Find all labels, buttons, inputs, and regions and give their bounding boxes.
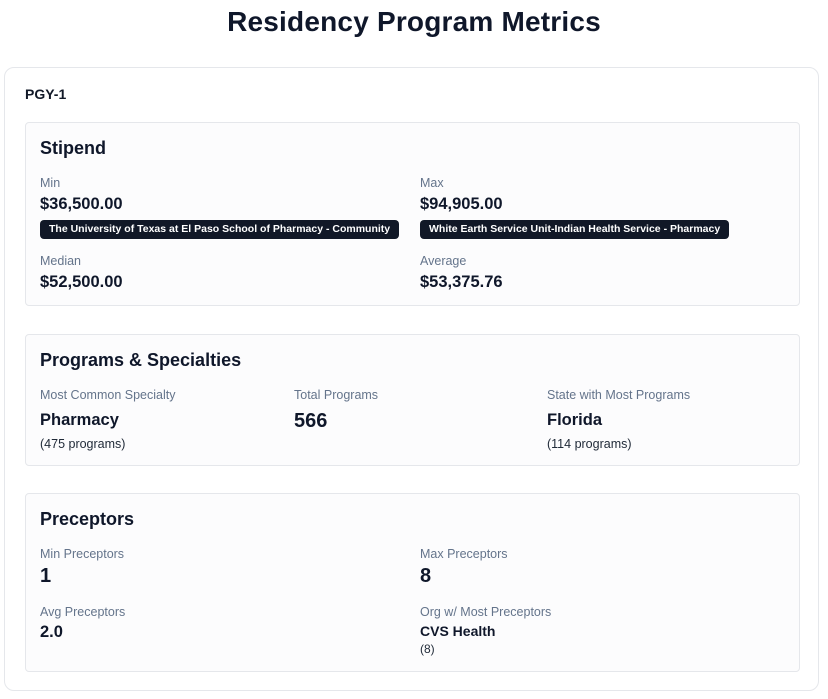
total-programs: Total Programs 566 bbox=[294, 387, 378, 434]
min-preceptors-label: Min Preceptors bbox=[40, 547, 125, 561]
min-preceptors-value: 1 bbox=[40, 565, 52, 587]
stipend-average: Average $53,375.76 bbox=[420, 253, 503, 293]
most-common-specialty: Most Common Specialty Pharmacy (475 prog… bbox=[40, 387, 175, 452]
page-title: Residency Program Metrics bbox=[227, 6, 601, 37]
state-most-programs: State with Most Programs Florida (114 pr… bbox=[547, 387, 690, 452]
state-most-programs-value: Florida bbox=[547, 411, 603, 429]
avg-preceptors-value: 2.0 bbox=[40, 623, 63, 641]
state-most-programs-count: (114 programs) bbox=[547, 437, 632, 451]
stipend-max-value: $94,905.00 bbox=[420, 195, 503, 213]
programs-section: Programs & Specialties Most Common Speci… bbox=[25, 334, 800, 466]
stipend-min-program-badge: The University of Texas at El Paso Schoo… bbox=[40, 220, 400, 239]
stipend-median-value: $52,500.00 bbox=[40, 273, 123, 291]
org-most-preceptors-value: CVS Health bbox=[420, 623, 496, 639]
preceptors-section: Preceptors Min Preceptors 1 Max Precepto… bbox=[25, 493, 800, 672]
avg-preceptors: Avg Preceptors 2.0 bbox=[40, 604, 125, 643]
avg-preceptors-label: Avg Preceptors bbox=[40, 605, 126, 619]
stipend-min-label: Min bbox=[40, 176, 61, 190]
total-programs-value: 566 bbox=[294, 410, 328, 432]
stipend-max: Max $94,905.00 White Earth Service Unit-… bbox=[420, 175, 730, 239]
programs-title: Programs & Specialties bbox=[40, 350, 242, 370]
max-preceptors-value: 8 bbox=[420, 565, 432, 587]
stipend-min-value: $36,500.00 bbox=[40, 195, 123, 213]
stipend-median: Median $52,500.00 bbox=[40, 253, 123, 293]
org-most-preceptors: Org w/ Most Preceptors CVS Health (8) bbox=[420, 604, 551, 657]
total-programs-label: Total Programs bbox=[294, 388, 379, 402]
stipend-average-value: $53,375.76 bbox=[420, 273, 503, 291]
stipend-average-label: Average bbox=[420, 254, 467, 268]
stipend-section: Stipend Min $36,500.00 The University of… bbox=[25, 122, 800, 306]
max-preceptors: Max Preceptors 8 bbox=[420, 546, 508, 589]
pgy-card: PGY-1 Stipend Min $36,500.00 The Univers… bbox=[4, 67, 819, 691]
org-most-preceptors-label: Org w/ Most Preceptors bbox=[420, 605, 552, 619]
preceptors-title: Preceptors bbox=[40, 509, 135, 529]
stipend-median-label: Median bbox=[40, 254, 81, 268]
stipend-max-program-badge: White Earth Service Unit-Indian Health S… bbox=[420, 220, 730, 239]
stipend-max-label: Max bbox=[420, 176, 444, 190]
state-most-programs-label: State with Most Programs bbox=[547, 388, 691, 402]
most-common-specialty-value: Pharmacy bbox=[40, 411, 119, 429]
most-common-specialty-label: Most Common Specialty bbox=[40, 388, 176, 402]
min-preceptors: Min Preceptors 1 bbox=[40, 546, 124, 589]
most-common-specialty-count: (475 programs) bbox=[40, 437, 126, 451]
max-preceptors-label: Max Preceptors bbox=[420, 547, 508, 561]
pgy-level-label: PGY-1 bbox=[25, 86, 67, 102]
stipend-min: Min $36,500.00 The University of Texas a… bbox=[40, 175, 400, 239]
stipend-title: Stipend bbox=[40, 138, 106, 158]
org-most-preceptors-count: (8) bbox=[420, 642, 435, 656]
